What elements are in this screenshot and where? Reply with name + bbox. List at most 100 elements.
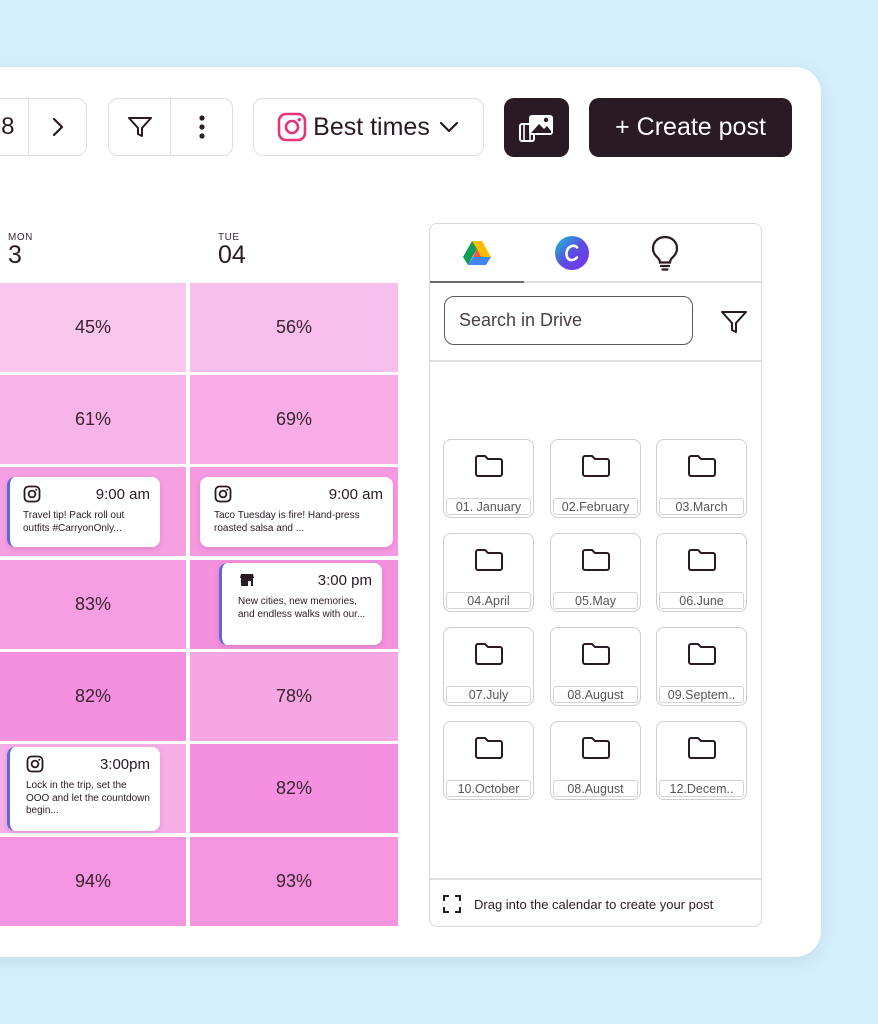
folder-icon [687, 454, 717, 478]
folder-icon [687, 642, 717, 666]
post-caption: Travel tip! Pack roll out outfits #Carry… [23, 510, 125, 534]
folder-icon [581, 642, 611, 666]
day-number: 04 [218, 241, 246, 269]
post-time: 3:00pm [99, 755, 150, 773]
next-week-button[interactable] [28, 99, 86, 155]
folder-item[interactable]: 09.Septem.. [656, 627, 747, 706]
storefront-icon [238, 571, 256, 589]
source-tabs [430, 224, 761, 283]
drag-hint-text: Drag into the calendar to create your po… [474, 896, 714, 912]
media-library-button[interactable] [504, 98, 569, 157]
date-nav-group: 8 [0, 98, 87, 156]
day-of-week: MON [8, 232, 33, 243]
post-card[interactable]: 9:00 am Taco Tuesday is fire! Hand-press… [200, 477, 393, 547]
folder-item[interactable]: 10.October [443, 721, 534, 800]
post-time: 3:00 pm [317, 571, 372, 589]
filter-icon [127, 115, 153, 139]
day-header-tue: TUE 04 [218, 232, 246, 269]
score-label: 78% [275, 686, 313, 706]
folder-item[interactable]: 02.February [550, 439, 641, 518]
folder-icon [581, 454, 611, 478]
tab-google-drive[interactable] [430, 224, 524, 283]
drive-footer: Drag into the calendar to create your po… [430, 878, 761, 928]
post-caption: Taco Tuesday is fire! Hand-press roasted… [214, 510, 360, 534]
folder-item[interactable]: 05.May [550, 533, 641, 612]
mon-slot-2[interactable]: 61% [0, 375, 186, 464]
folder-label: 12.Decem.. [659, 780, 744, 797]
folder-icon [687, 548, 717, 572]
score-label: 82% [74, 686, 112, 706]
day-number: 3 [8, 241, 22, 269]
best-times-label: Best times [313, 112, 430, 141]
folder-label: 02.February [553, 498, 638, 515]
post-time: 9:00 am [328, 485, 383, 503]
folder-item[interactable]: 04.April [443, 533, 534, 612]
chevron-right-icon [51, 116, 65, 138]
folder-item[interactable]: 06.June [656, 533, 747, 612]
create-post-button[interactable]: + Create post [589, 98, 792, 157]
folder-item[interactable]: 08.August [550, 721, 641, 800]
post-card[interactable]: 3:00 pm New cities, new memories, and en… [219, 563, 382, 645]
more-options-button[interactable] [170, 99, 232, 155]
score-label: 61% [74, 409, 112, 429]
drive-panel: 01. January 02.February 03.March 04.April 05… [429, 223, 762, 927]
folder-label: 04.April [446, 592, 531, 609]
folder-label: 10.October [446, 780, 531, 797]
canva-icon [554, 235, 590, 271]
folder-item[interactable]: 07.July [443, 627, 534, 706]
folder-label: 06.June [659, 592, 744, 609]
post-caption: Lock in the trip, set the OOO and let th… [26, 780, 150, 816]
folder-icon [474, 548, 504, 572]
tab-canva[interactable] [525, 224, 619, 281]
folder-label: 07.July [446, 686, 531, 703]
mon-slot-5[interactable]: 82% [0, 652, 186, 741]
drag-frame-icon [442, 894, 462, 914]
score-label: 69% [275, 409, 313, 429]
instagram-icon [26, 755, 44, 773]
tue-slot-6[interactable]: 82% [190, 744, 398, 833]
instagram-icon [277, 112, 307, 142]
lightbulb-icon [650, 235, 680, 271]
instagram-icon [214, 485, 232, 503]
folder-label: 08.August [553, 780, 638, 797]
post-card[interactable]: 3:00pm Lock in the trip, set the OOO and… [7, 747, 160, 831]
tue-slot-2[interactable]: 69% [190, 375, 398, 464]
folder-icon [474, 454, 504, 478]
day-header-mon: MON 3 [8, 232, 33, 269]
folder-label: 08.August [553, 686, 638, 703]
drive-search-bar [430, 283, 761, 362]
post-time: 9:00 am [95, 485, 150, 503]
score-label: 94% [74, 871, 112, 891]
filter-button[interactable] [109, 99, 170, 155]
day-of-week: TUE [218, 232, 240, 243]
folder-item[interactable]: 01. January [443, 439, 534, 518]
folder-icon [581, 548, 611, 572]
date-range-label[interactable]: 8 [1, 113, 15, 140]
mon-slot-1[interactable]: 45% [0, 283, 186, 372]
best-times-dropdown[interactable]: Best times [253, 98, 484, 156]
chevron-down-icon [438, 120, 460, 134]
post-card[interactable]: 9:00 am Travel tip! Pack roll out outfit… [7, 477, 160, 547]
instagram-icon [23, 485, 41, 503]
score-label: 83% [74, 594, 112, 614]
mon-slot-4[interactable]: 83% [0, 560, 186, 649]
search-input[interactable] [444, 296, 693, 345]
media-library-icon [518, 112, 556, 144]
google-drive-icon [462, 240, 492, 266]
score-label: 45% [74, 317, 112, 337]
tue-slot-1[interactable]: 56% [190, 283, 398, 372]
folder-icon [581, 736, 611, 760]
folder-item[interactable]: 08.August [550, 627, 641, 706]
more-vertical-icon [198, 114, 206, 140]
folder-item[interactable]: 03.March [656, 439, 747, 518]
tab-ideas[interactable] [618, 224, 712, 281]
tue-slot-7[interactable]: 93% [190, 837, 398, 926]
folder-item[interactable]: 12.Decem.. [656, 721, 747, 800]
folder-icon [474, 642, 504, 666]
score-label: 93% [275, 871, 313, 891]
folder-icon [474, 736, 504, 760]
filter-icon[interactable] [720, 309, 748, 335]
score-label: 56% [275, 317, 313, 337]
mon-slot-7[interactable]: 94% [0, 837, 186, 926]
tue-slot-5[interactable]: 78% [190, 652, 398, 741]
